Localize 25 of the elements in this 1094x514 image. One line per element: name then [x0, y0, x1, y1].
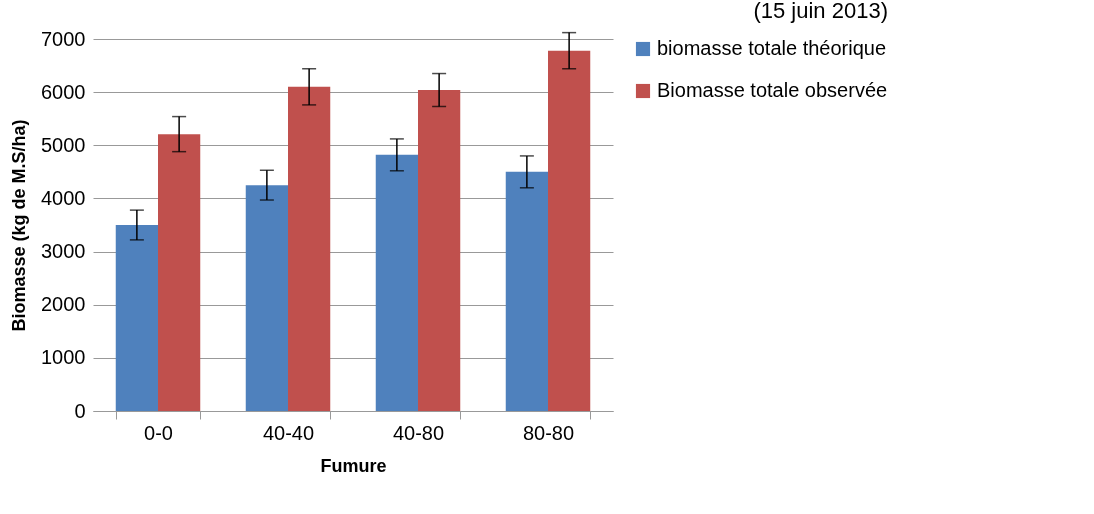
- text: (15 juin 2013): [753, 0, 888, 23]
- x-tick-label: 0-0: [144, 421, 173, 444]
- bar: [245, 185, 288, 411]
- y-tick-label: 2000: [41, 293, 86, 316]
- x-tick-label: 80-80: [522, 421, 575, 444]
- y-tick-label: 6000: [41, 80, 86, 103]
- x-axis-title: Fumure: [320, 455, 387, 476]
- bar: [288, 86, 331, 411]
- x-tick-label: 40-40: [262, 421, 315, 444]
- bar: [418, 90, 461, 411]
- y-tick-label: 3000: [41, 240, 86, 263]
- y-tick-label: 5000: [41, 133, 86, 156]
- y-tick-label: 4000: [41, 186, 86, 209]
- legend-label: Biomasse totale observée: [657, 79, 888, 101]
- y-tick-label: 7000: [41, 27, 86, 50]
- bar: [505, 171, 548, 411]
- bar: [548, 50, 591, 411]
- bar: [115, 225, 158, 411]
- bar: [375, 154, 418, 411]
- y-tick-label: 0: [74, 399, 86, 422]
- y-axis-title: Biomasse (kg de M.S/ha): [9, 119, 30, 332]
- legend-label: biomasse totale théorique: [657, 37, 887, 59]
- bar: [158, 134, 201, 411]
- x-tick-label: 40-80: [392, 421, 445, 444]
- y-tick-label: 1000: [41, 346, 86, 369]
